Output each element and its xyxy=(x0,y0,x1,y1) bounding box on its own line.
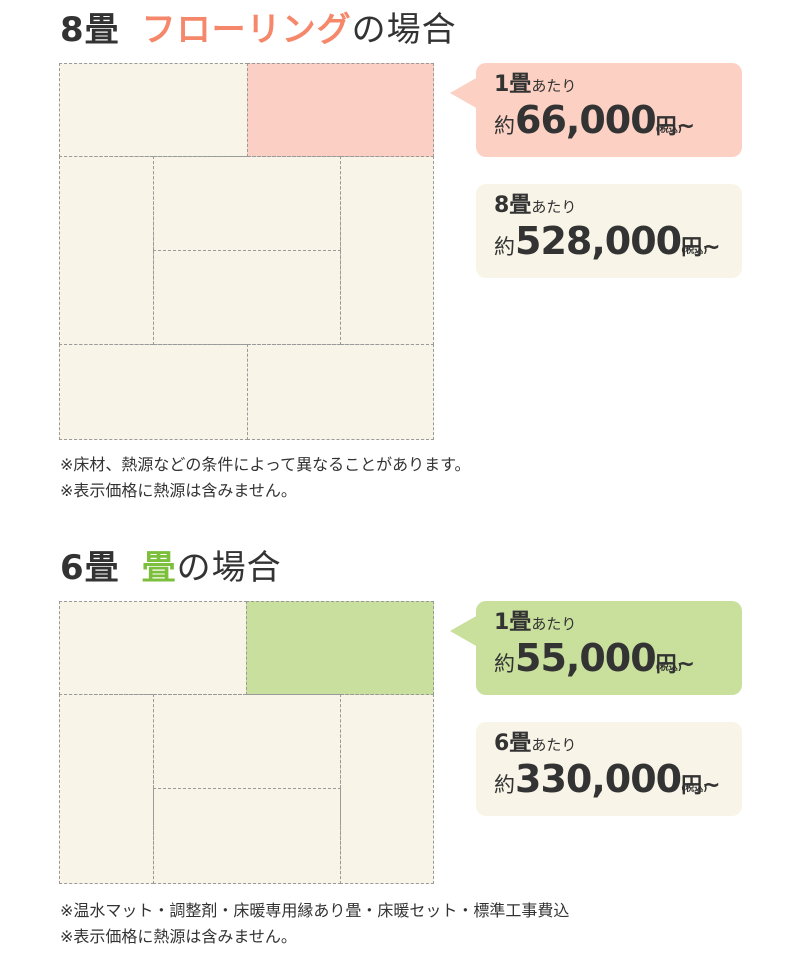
unit-label: 1畳あたり xyxy=(494,72,577,97)
floor-tile-highlight xyxy=(247,63,434,157)
floor-tile xyxy=(153,788,341,884)
price-amount: 66,000 xyxy=(515,98,657,142)
price-amount: 55,000 xyxy=(515,636,657,680)
price: 約66,000 (税込) 円~ xyxy=(494,98,742,150)
floor-tile xyxy=(59,694,154,884)
notes: ※温水マット・調整剤・床暖専用縁あり畳・床暖セット・標準工事費込 ※表示価格に熱… xyxy=(60,898,569,950)
heading-accent: フローリング xyxy=(141,10,352,50)
unit-label: 8畳あたり xyxy=(494,193,577,218)
floor-tile xyxy=(340,694,434,884)
price-card-total: 8畳あたり 約528,000 (税込) 円~ xyxy=(476,184,742,278)
floor-tile xyxy=(59,63,248,157)
price: 約55,000 (税込) 円~ xyxy=(494,636,742,688)
heading-suffix: の場合 xyxy=(176,548,282,588)
heading-count: 8畳 xyxy=(60,10,120,50)
heading-count: 6畳 xyxy=(60,548,120,588)
tax-note: (税込) xyxy=(681,246,708,256)
section-heading: 8畳 フローリングの場合 xyxy=(60,10,457,50)
price-card-total: 6畳あたり 約330,000 (税込) 円~ xyxy=(476,722,742,816)
unit-label: 1畳あたり xyxy=(494,610,577,635)
floor-plan-6jo xyxy=(59,601,434,884)
note-line: ※床材、熱源などの条件によって異なることがあります。 xyxy=(60,455,471,474)
note-line: ※表示価格に熱源は含みません。 xyxy=(60,927,297,946)
floor-tile xyxy=(153,156,341,251)
price: 約528,000 (税込) 円~ xyxy=(494,219,742,271)
unit-label: 6畳あたり xyxy=(494,731,577,756)
section-heading: 6畳 畳の場合 xyxy=(60,548,282,588)
tax-note: (税込) xyxy=(655,125,682,135)
note-line: ※表示価格に熱源は含みません。 xyxy=(60,481,297,500)
notes: ※床材、熱源などの条件によって異なることがあります。 ※表示価格に熱源は含みませ… xyxy=(60,452,471,504)
floor-tile xyxy=(59,344,248,440)
callout-tail xyxy=(450,615,478,647)
price-amount: 528,000 xyxy=(515,219,682,263)
heading-accent: 畳 xyxy=(141,548,177,588)
price: 約330,000 (税込) 円~ xyxy=(494,757,742,809)
callout-tail xyxy=(450,77,478,109)
tax-note: (税込) xyxy=(655,663,682,673)
price-card-per-mat: 1畳あたり 約66,000 (税込) 円~ xyxy=(450,63,742,157)
floor-tile xyxy=(247,344,434,440)
floor-tile xyxy=(340,156,434,345)
floor-plan-8jo xyxy=(59,63,434,440)
floor-tile xyxy=(59,601,247,695)
floor-tile xyxy=(59,156,154,345)
tax-note: (税込) xyxy=(681,784,708,794)
price-card-per-mat: 1畳あたり 約55,000 (税込) 円~ xyxy=(450,601,742,695)
floor-tile xyxy=(153,694,341,789)
floor-tile-highlight xyxy=(246,601,434,695)
note-line: ※温水マット・調整剤・床暖専用縁あり畳・床暖セット・標準工事費込 xyxy=(60,901,570,920)
floor-tile xyxy=(153,250,341,345)
heading-suffix: の場合 xyxy=(351,10,457,50)
price-amount: 330,000 xyxy=(515,757,682,801)
